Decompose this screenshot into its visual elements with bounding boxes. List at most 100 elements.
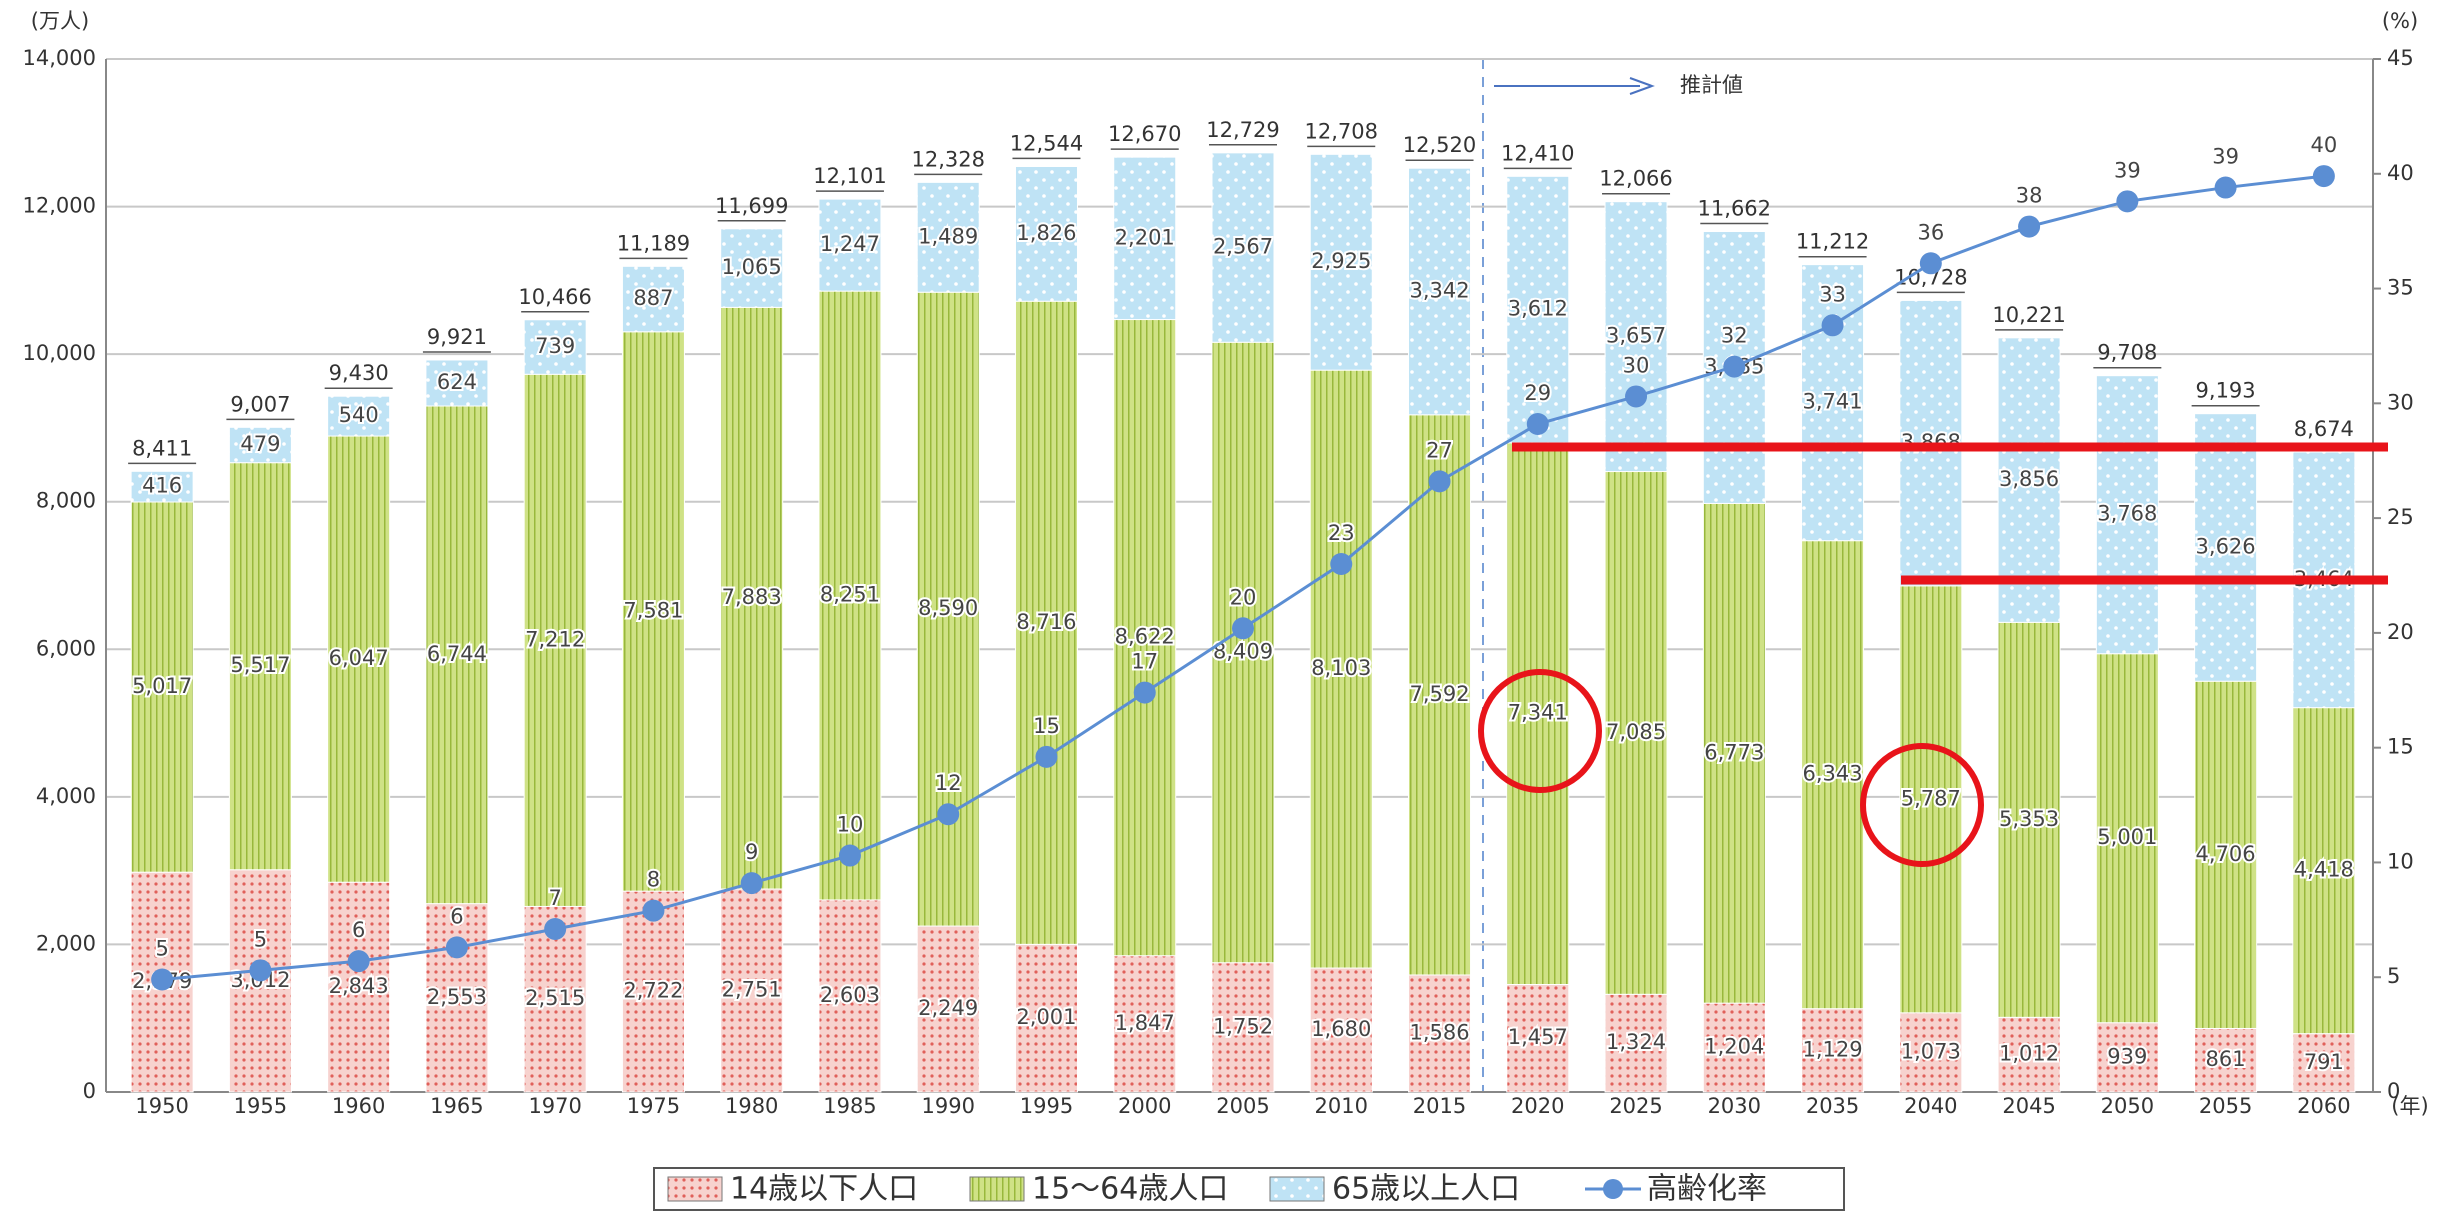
bar-segment xyxy=(523,373,587,907)
bar-segment xyxy=(1702,231,1766,504)
bar-segment xyxy=(1801,1008,1865,1093)
legend-label: 65歳以上人口 xyxy=(1332,1172,1520,1207)
segment-label: 2,722 xyxy=(623,979,683,1003)
y2-tick-label: 5 xyxy=(2387,964,2400,988)
bar-segment xyxy=(523,319,587,375)
rate-label: 33 xyxy=(1819,282,1846,306)
rate-label: 39 xyxy=(2114,158,2141,182)
segment-label: 1,457 xyxy=(1508,1025,1568,1049)
segment-label: 2,925 xyxy=(1311,249,1371,273)
y-tick-label: 4,000 xyxy=(36,784,96,808)
rate-marker xyxy=(1919,252,1942,275)
total-label: 9,921 xyxy=(427,325,487,349)
segment-label: 7,581 xyxy=(623,598,683,622)
annotation: 推計値 xyxy=(1680,73,1743,97)
x-tick-label: 2010 xyxy=(1315,1094,1368,1118)
rate-label: 40 xyxy=(2311,133,2338,157)
bar-segment xyxy=(130,501,194,873)
rate-marker xyxy=(544,918,567,941)
segment-label: 7,883 xyxy=(722,585,782,609)
rate-label: 39 xyxy=(2212,145,2239,169)
x-tick-label: 2060 xyxy=(2297,1094,2350,1118)
y-tick-label: 12,000 xyxy=(23,194,96,218)
segment-label: 2,001 xyxy=(1016,1005,1076,1029)
rate-label: 32 xyxy=(1721,324,1748,348)
bar-segment xyxy=(425,405,489,905)
legend-box xyxy=(653,1167,1845,1211)
bar-segment xyxy=(1604,993,1668,1093)
segment-label: 1,073 xyxy=(1901,1039,1961,1063)
bar-segment xyxy=(425,359,489,407)
rate-marker xyxy=(1035,745,1058,768)
bar-segment xyxy=(1506,983,1570,1093)
total-label: 9,193 xyxy=(2196,379,2256,403)
segment-label: 2,515 xyxy=(525,986,585,1010)
y2-unit-label: (%) xyxy=(2382,9,2418,33)
rate-marker xyxy=(2116,190,2139,213)
segment-label: 3,626 xyxy=(2196,534,2256,558)
total-label: 12,328 xyxy=(911,147,984,171)
rate-label: 5 xyxy=(155,937,168,961)
x-tick-label: 2015 xyxy=(1413,1094,1466,1118)
y-tick-label: 2,000 xyxy=(36,931,96,955)
segment-label: 3,612 xyxy=(1508,297,1568,321)
segment-label: 6,744 xyxy=(427,642,487,666)
bar-segment xyxy=(1506,175,1570,444)
bar-segment xyxy=(1211,152,1275,343)
bar-segment xyxy=(1014,300,1078,945)
segment-label: 8,622 xyxy=(1115,625,1175,649)
segment-label: 3,657 xyxy=(1606,324,1666,348)
rate-marker xyxy=(2312,165,2335,188)
bar-segment xyxy=(327,881,391,1093)
bar-segment xyxy=(1014,166,1078,302)
bar-segment xyxy=(1899,585,1963,1014)
x-tick-label: 1985 xyxy=(823,1094,876,1118)
bar-segment xyxy=(916,181,980,293)
rate-label: 12 xyxy=(935,771,962,795)
bar-segment xyxy=(818,290,882,901)
total-label: 11,189 xyxy=(617,231,690,255)
segment-label: 6,773 xyxy=(1704,740,1764,764)
segment-label: 2,843 xyxy=(329,974,389,998)
y2-tick-label: 35 xyxy=(2387,276,2414,300)
x-tick-label: 2005 xyxy=(1216,1094,1269,1118)
bar-segment xyxy=(2194,1027,2258,1093)
segment-label: 1,826 xyxy=(1016,221,1076,245)
total-label: 12,544 xyxy=(1010,131,1083,155)
x-tick-label: 2000 xyxy=(1118,1094,1171,1118)
bar-segment xyxy=(1408,414,1472,976)
segment-label: 1,586 xyxy=(1409,1020,1469,1044)
rate-label: 6 xyxy=(352,918,365,942)
total-label: 12,729 xyxy=(1206,118,1279,142)
rate-marker xyxy=(151,968,174,991)
x-tick-label: 1965 xyxy=(430,1094,483,1118)
rate-marker xyxy=(1428,470,1451,493)
segment-label: 2,751 xyxy=(722,978,782,1002)
bar-segment xyxy=(1113,156,1177,321)
bar-segment xyxy=(228,426,292,464)
segment-label: 1,489 xyxy=(918,224,978,248)
y2-tick-label: 45 xyxy=(2387,46,2414,70)
segment-label: 3,856 xyxy=(1999,467,2059,491)
y-tick-label: 10,000 xyxy=(23,341,96,365)
segment-label: 1,012 xyxy=(1999,1042,2059,1066)
segment-label: 739 xyxy=(535,334,575,358)
legend-marker xyxy=(1603,1179,1623,1199)
rate-marker xyxy=(2018,215,2041,238)
rate-marker xyxy=(642,899,665,922)
segment-label: 7,212 xyxy=(525,627,585,651)
bar-segment xyxy=(2292,707,2356,1035)
rate-marker xyxy=(1133,681,1156,704)
bar-segment xyxy=(621,265,685,333)
y2-tick-label: 10 xyxy=(2387,849,2414,873)
total-label: 11,662 xyxy=(1698,197,1771,221)
rate-marker xyxy=(347,950,370,973)
x-tick-label: 1960 xyxy=(332,1094,385,1118)
rate-label: 10 xyxy=(837,813,864,837)
segment-label: 5,017 xyxy=(132,674,192,698)
rate-marker xyxy=(1723,355,1746,378)
segment-label: 7,085 xyxy=(1606,720,1666,744)
rate-marker xyxy=(1625,385,1648,408)
bar-segment xyxy=(621,331,685,892)
